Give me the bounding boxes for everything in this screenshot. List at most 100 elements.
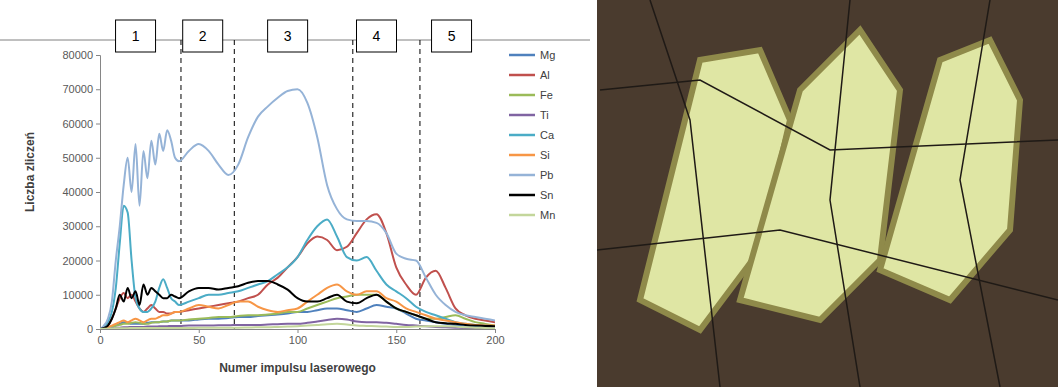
y-axis: 0 10000 20000 30000 40000 50000 60000 70000 8000…	[62, 49, 100, 335]
y-tick-label: 50000	[62, 152, 93, 164]
legend-swatch	[509, 74, 535, 77]
y-tick-mark	[96, 124, 100, 125]
y-axis-line	[96, 56, 101, 330]
y-tick: 80000	[62, 49, 100, 61]
crack-1	[650, 0, 720, 387]
y-tick: 10000	[62, 289, 100, 301]
zone-label: 5	[448, 28, 456, 44]
zone-divider	[234, 40, 235, 329]
zone-label: 4	[373, 28, 381, 44]
plot-area	[100, 89, 495, 329]
zone-divider	[352, 40, 353, 329]
legend-swatch	[509, 194, 535, 197]
crack-4	[960, 0, 1000, 387]
x-tick: 100	[289, 329, 307, 346]
x-tick: 200	[486, 329, 504, 346]
x-tick: 150	[388, 329, 406, 346]
legend-label: Ti	[540, 109, 549, 121]
zone-divider	[419, 40, 420, 329]
series-line	[100, 214, 495, 329]
legend-label: Pb	[540, 169, 553, 181]
y-tick-label: 20000	[62, 255, 93, 267]
zone-box: 5	[432, 20, 472, 52]
legend: Mg Al Fe Ti Ca Si Pb Sn Mn	[509, 49, 555, 221]
zone-box-frame	[116, 20, 156, 52]
y-tick: 70000	[62, 83, 100, 95]
y-tick-mark	[96, 55, 100, 56]
legend-label: Fe	[540, 89, 553, 101]
x-axis-title: Numer impulsu laserowego	[219, 361, 376, 375]
y-tick-label: 10000	[62, 289, 93, 301]
y-axis-title: Liczba zliczeń	[23, 132, 37, 212]
x-tick-label: 100	[289, 334, 307, 346]
x-tick-label: 50	[193, 334, 205, 346]
x-tick: 0	[97, 329, 103, 346]
y-tick-mark	[96, 295, 100, 296]
legend-swatch	[509, 94, 535, 97]
y-tick-label: 60000	[62, 118, 93, 130]
crack-3	[597, 230, 1058, 300]
x-tick-label: 0	[97, 334, 103, 346]
y-tick: 40000	[62, 186, 100, 198]
y-tick: 50000	[62, 152, 100, 164]
y-tick-label: 80000	[62, 49, 93, 61]
legend-label: Al	[540, 69, 550, 81]
y-tick: 60000	[62, 118, 100, 130]
zone-box: 3	[268, 20, 308, 52]
zone-box: 1	[116, 20, 156, 52]
y-tick: 0	[87, 323, 100, 335]
x-tick-mark	[495, 329, 496, 333]
y-tick-label: 0	[87, 323, 93, 335]
legend-swatch	[509, 154, 535, 157]
zone-box-frame	[432, 20, 472, 52]
x-tick-mark	[298, 329, 299, 333]
photo	[597, 0, 1058, 387]
zone-label: 1	[132, 28, 140, 44]
zone-box-frame	[183, 20, 223, 52]
x-tick-label: 150	[388, 334, 406, 346]
x-tick-mark	[199, 329, 200, 333]
y-tick: 30000	[62, 220, 100, 232]
legend-label: Mn	[540, 209, 555, 221]
series-line	[100, 89, 495, 329]
y-tick-mark	[96, 226, 100, 227]
x-tick-mark	[396, 329, 397, 333]
zone-label: 2	[199, 28, 207, 44]
series-line	[100, 206, 495, 329]
zone-box-frame	[357, 20, 397, 52]
zone-box: 2	[183, 20, 223, 52]
series-line	[100, 319, 495, 329]
legend-label: Ca	[540, 129, 555, 141]
legend-label: Si	[540, 149, 550, 161]
y-tick-mark	[96, 261, 100, 262]
x-tick-label: 200	[486, 334, 504, 346]
legend-swatch	[509, 214, 535, 217]
x-axis-line	[101, 330, 496, 334]
zone-box: 4	[357, 20, 397, 52]
legend-label: Mg	[540, 49, 555, 61]
legend-swatch	[509, 54, 535, 57]
y-tick-mark	[96, 329, 100, 330]
figure: 1234505010015020001000020000300004000050…	[0, 0, 1058, 387]
y-tick-label: 40000	[62, 186, 93, 198]
legend-label: Sn	[540, 189, 553, 201]
zone-divider	[180, 40, 181, 329]
x-axis: 0 50 100 150 200	[97, 329, 504, 346]
y-tick: 20000	[62, 255, 100, 267]
crack-2	[830, 0, 860, 387]
y-tick-mark	[96, 192, 100, 193]
legend-swatch	[509, 134, 535, 137]
y-tick-mark	[96, 89, 100, 90]
legend-swatch	[509, 174, 535, 177]
y-tick-mark	[96, 158, 100, 159]
zone-box-frame	[268, 20, 308, 52]
y-tick-label: 70000	[62, 83, 93, 95]
x-tick: 50	[193, 329, 205, 346]
photo-background	[597, 0, 1058, 387]
zone-label: 3	[284, 28, 292, 44]
legend-swatch	[509, 114, 535, 117]
y-tick-label: 30000	[62, 220, 93, 232]
series-line	[100, 295, 495, 329]
crack-0	[600, 80, 1058, 150]
tooth-1	[740, 30, 900, 320]
